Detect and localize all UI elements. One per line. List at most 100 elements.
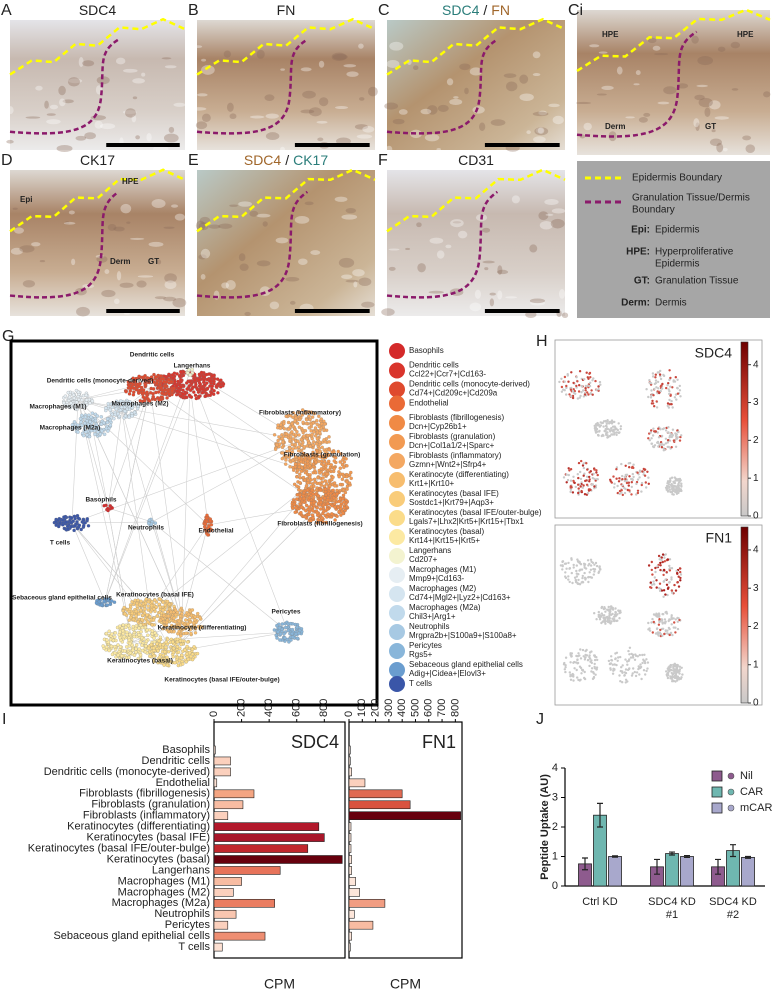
network-cell <box>165 599 170 604</box>
network-cell <box>102 504 106 508</box>
network-cell <box>158 618 163 623</box>
legend-text: Epidermis Boundary <box>632 173 722 184</box>
umap-cell <box>652 620 655 624</box>
bar <box>348 811 461 821</box>
tissue-texture <box>652 45 661 51</box>
network-cell <box>298 472 302 476</box>
network-cell <box>123 409 127 413</box>
chart-title: SDC4 <box>291 732 339 752</box>
tissue-texture <box>195 121 208 130</box>
network-cell <box>76 423 80 427</box>
tissue-texture <box>381 308 395 316</box>
network-cell <box>310 415 315 419</box>
umap-cell <box>593 662 596 666</box>
tissue-texture <box>289 300 296 305</box>
tissue-texture <box>238 201 252 207</box>
title-part: FN <box>277 2 296 18</box>
umap-cell <box>650 389 653 392</box>
network-edge <box>107 409 123 509</box>
tissue-texture <box>708 100 721 110</box>
micrograph <box>387 170 565 316</box>
tissue-texture <box>398 109 408 115</box>
umap-cell <box>673 476 676 479</box>
x-tick-label: SDC4 KD <box>709 896 757 908</box>
bar <box>348 789 403 799</box>
tissue-texture <box>616 66 623 75</box>
tissue-texture <box>265 113 279 119</box>
umap-cell <box>670 476 674 479</box>
umap-cell <box>580 391 583 394</box>
umap-cell <box>568 567 571 570</box>
network-cell <box>140 648 145 653</box>
umap-cell <box>572 563 575 567</box>
umap-cell <box>671 489 675 493</box>
umap-cell <box>645 388 648 391</box>
network-edge <box>107 387 151 509</box>
network-cell <box>137 388 142 393</box>
tissue-texture <box>479 122 486 132</box>
legend-marker <box>389 415 405 431</box>
network-cell <box>200 390 205 395</box>
network-cell <box>312 440 316 444</box>
network-cell <box>185 640 190 644</box>
network-cell <box>315 436 320 441</box>
network-cell <box>193 393 198 397</box>
network-cell <box>307 505 312 509</box>
network-cell <box>113 631 118 635</box>
umap-cell <box>589 381 592 384</box>
network-cell <box>179 385 183 389</box>
network-cell <box>204 394 208 398</box>
umap-cell <box>581 486 584 489</box>
umap-cell <box>634 653 637 656</box>
umap-cell <box>660 556 663 559</box>
umap-cell <box>681 673 684 676</box>
umap-cell <box>651 402 655 405</box>
umap-cell <box>587 377 590 380</box>
legend-label: Dendritic cells <box>409 361 459 370</box>
umap-cell <box>679 579 682 582</box>
umap-cell <box>597 610 600 614</box>
network-cell <box>85 517 90 521</box>
network-cell <box>88 401 92 405</box>
tissue-texture <box>343 64 357 68</box>
network-cell <box>291 411 296 415</box>
network-cell <box>157 639 161 643</box>
umap-cell <box>564 571 567 574</box>
umap-cell <box>647 564 651 567</box>
network-cell <box>78 425 82 430</box>
umap-cell <box>666 676 670 680</box>
x-tick-label: 0 <box>343 711 355 717</box>
network-cell <box>347 473 352 477</box>
network-cell <box>340 477 345 481</box>
tissue-texture <box>46 113 56 116</box>
bar <box>348 888 360 897</box>
umap-cell <box>572 566 575 569</box>
tissue-texture <box>304 201 314 206</box>
umap-cell <box>654 381 658 385</box>
network-cell <box>112 644 117 649</box>
umap-cell <box>655 400 658 403</box>
network-cell <box>166 650 171 654</box>
network-cell <box>132 386 136 390</box>
node-label: Keratinocytes (basal IFE/outer-bulge) <box>164 677 279 684</box>
network-cell <box>323 422 327 426</box>
umap-cell <box>638 653 641 657</box>
tissue-texture <box>104 269 110 275</box>
network-edge <box>91 424 109 509</box>
network-cell <box>338 482 343 487</box>
umap-cell <box>675 667 678 670</box>
network-cell <box>272 433 277 437</box>
network-cell <box>81 524 86 528</box>
tissue-texture <box>345 279 359 283</box>
umap-cell <box>587 393 590 396</box>
tissue-texture <box>437 104 449 112</box>
umap-cell <box>593 658 597 662</box>
umap-cell <box>657 427 660 430</box>
tissue-texture <box>635 70 641 76</box>
umap-cell <box>588 471 591 474</box>
network-cell <box>290 627 295 632</box>
umap-cell <box>597 571 600 575</box>
network-cell <box>154 375 158 379</box>
network-cell <box>123 612 127 616</box>
legend-marker <box>389 491 405 507</box>
